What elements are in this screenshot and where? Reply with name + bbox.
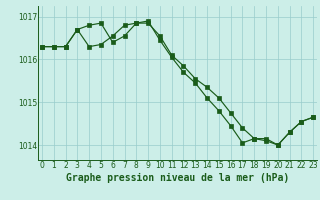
X-axis label: Graphe pression niveau de la mer (hPa): Graphe pression niveau de la mer (hPa) — [66, 173, 289, 183]
